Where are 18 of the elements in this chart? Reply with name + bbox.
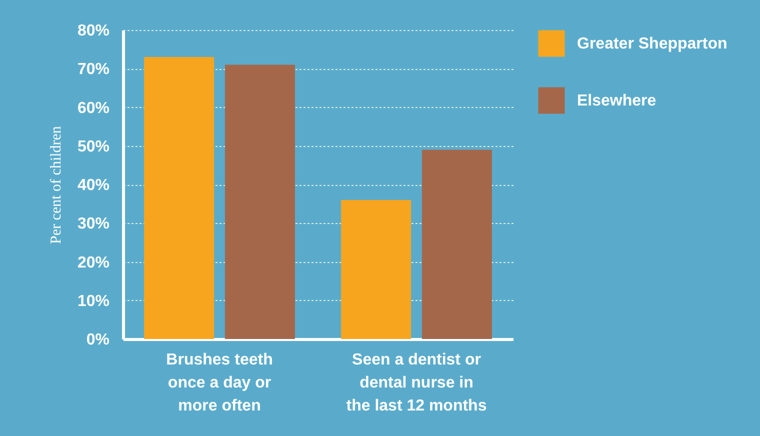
y-tick-label: 10% xyxy=(77,292,110,310)
bar xyxy=(422,150,492,339)
y-tick-label: 30% xyxy=(77,216,110,233)
legend-label: Elsewhere xyxy=(577,92,656,110)
bar xyxy=(144,57,214,339)
x-tick-label: Brushes teeth once a day or more often xyxy=(166,352,273,414)
x-tick-label: Seen a dentist or dental nurse in the last 12 months xyxy=(346,352,487,414)
legend-label: Greater Shepparton xyxy=(577,36,728,52)
y-tick-label: 70% xyxy=(77,61,110,78)
y-tick-label: 20% xyxy=(77,254,110,272)
bar xyxy=(224,64,295,339)
y-tick-label: 80% xyxy=(77,22,110,40)
y-axis-title: Per cent of children xyxy=(48,126,64,244)
bar xyxy=(341,200,412,339)
y-tick-label: 60% xyxy=(77,100,110,117)
y-tick-label: 0% xyxy=(86,332,110,348)
y-tick-label: 50% xyxy=(77,138,110,156)
y-tick-label: 40% xyxy=(77,177,110,194)
